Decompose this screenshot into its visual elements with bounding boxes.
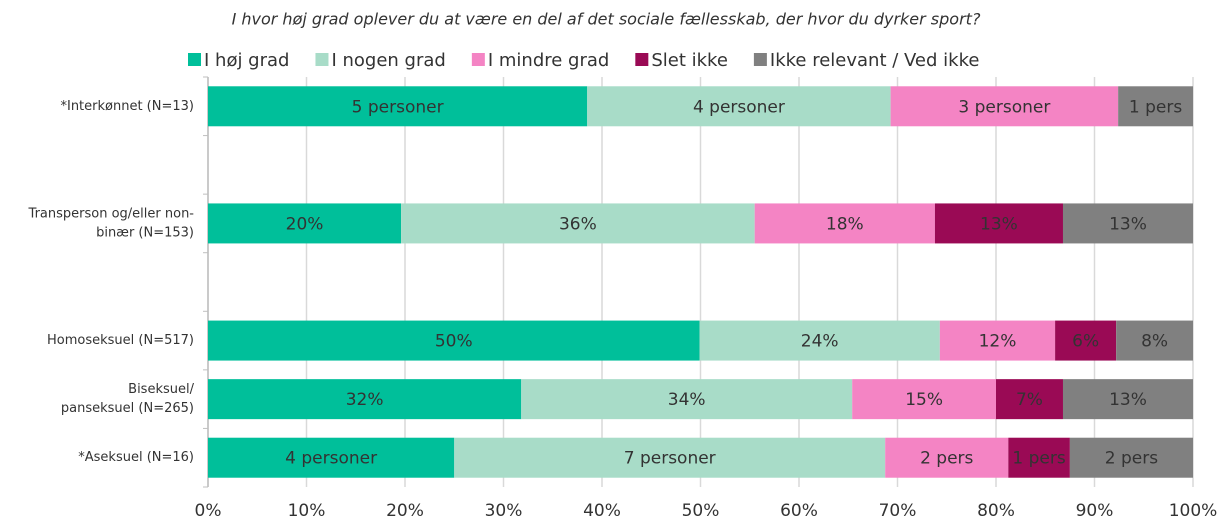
bar-segment [852,379,996,420]
bar-segment [1062,379,1193,420]
data-label: 4 personer [285,449,377,469]
x-tick-label: 80% [977,501,1015,521]
data-label: 2 pers [920,449,973,469]
data-label: 8% [1141,332,1168,352]
bar-segment [208,437,455,478]
y-tick-label: Homoseksuel (N=517) [47,333,194,348]
legend-swatch [635,53,649,66]
y-tick-label: *Aseksuel (N=16) [78,450,194,465]
bar-segment [401,203,755,244]
bar-segment [454,437,886,478]
data-label: 20% [286,214,324,234]
x-tick-label: 50% [682,501,720,521]
x-tick-label: 90% [1076,501,1114,521]
chart-title: I hvor høj grad oplever du at være en de… [232,10,981,29]
y-tick-label: panseksuel (N=265) [61,401,194,416]
data-label: 5 personer [352,97,444,117]
bar-segment [699,320,940,361]
x-tick-label: 30% [485,501,523,521]
x-tick-label: 10% [288,501,326,521]
data-label: 24% [801,332,839,352]
bar-segment [1062,203,1193,244]
data-label: 1 pers [1012,449,1065,469]
data-label: 13% [980,214,1018,234]
data-label: 3 personer [958,97,1050,117]
data-label: 13% [1109,390,1147,410]
data-label: 4 personer [693,97,785,117]
x-tick-label: 40% [583,501,621,521]
legend-label: Slet ikke [651,50,728,71]
legend-swatch [471,53,485,66]
bar-segment [1116,320,1193,361]
bar-segment [934,203,1063,244]
data-label: 13% [1109,214,1147,234]
legend-label: Ikke relevant / Ved ikke [770,50,980,71]
y-tick-label: binær (N=153) [96,225,194,240]
bar-segment [208,379,522,420]
data-label: 32% [346,390,384,410]
legend-label: I høj grad [204,50,289,71]
bar-segment [890,86,1119,127]
data-label: 6% [1072,332,1099,352]
bar-segment [1118,86,1193,127]
data-label: 7 personer [624,449,716,469]
bar-segment [1055,320,1117,361]
bar-segment [1069,437,1193,478]
bar-segment [521,379,853,420]
y-tick-label: Biseksuel/ [128,382,194,397]
bar-segment [587,86,891,127]
x-tick-label: 0% [195,501,222,521]
legend-label: I nogen grad [331,50,445,71]
legend-swatch [315,53,329,66]
bar-segment [754,203,935,244]
data-label: 34% [668,390,706,410]
bar-segment [208,86,588,127]
data-label: 15% [905,390,943,410]
x-tick-label: 20% [386,501,424,521]
x-tick-label: 100% [1169,501,1218,521]
x-tick-label: 60% [780,501,818,521]
y-tick-label: Transperson og/eller non- [28,206,195,221]
data-label: 7% [1016,390,1043,410]
bar-segment [208,203,402,244]
y-tick-label: *Interkønnet (N=13) [60,99,194,114]
data-label: 12% [979,332,1017,352]
x-tick-label: 70% [879,501,917,521]
data-label: 50% [435,332,473,352]
legend-label: I mindre grad [488,50,609,71]
bar-segment [208,320,700,361]
legend-swatch [753,53,767,66]
data-label: 18% [826,214,864,234]
legend-swatch [188,53,201,66]
data-label: 1 pers [1129,97,1182,117]
data-label: 36% [559,214,597,234]
bar-segment [885,437,1009,478]
data-label: 2 pers [1105,449,1158,469]
bar-segment [939,320,1056,361]
bar-segment [996,379,1063,420]
bar-segment [1008,437,1070,478]
